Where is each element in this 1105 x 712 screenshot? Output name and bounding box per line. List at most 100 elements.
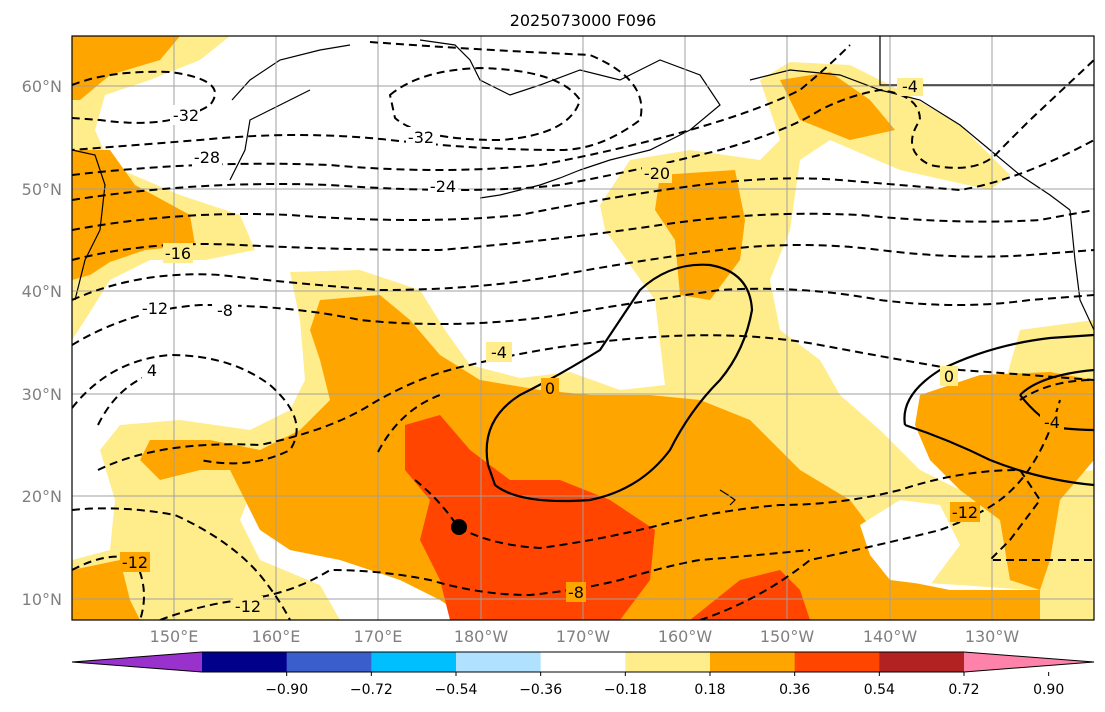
contour-label: -20 — [644, 164, 670, 183]
lon-tick-label: 150°W — [760, 627, 815, 646]
lat-tick-label: 20°N — [22, 487, 62, 506]
coast-asia-north — [231, 44, 351, 101]
contour-line — [377, 394, 441, 453]
shade-red-south — [690, 570, 810, 620]
colorbar-segment — [879, 652, 965, 672]
map-area: -32 -28 -24 -20 -16 -12 -8 -4 0 -32 4 -4… — [72, 36, 1094, 620]
contour-label: 0 — [545, 379, 555, 398]
lon-tick-label: 170°E — [354, 627, 403, 646]
colorbar-tick-label: 0.90 — [1033, 682, 1064, 698]
colorbar-segment — [371, 652, 457, 672]
lon-tick-label: 170°W — [556, 627, 611, 646]
colorbar-segment — [794, 652, 880, 672]
border-canada-box — [879, 36, 1094, 86]
contour-line — [72, 353, 298, 465]
colorbar-extend-low — [72, 652, 202, 672]
contour-zero-central — [485, 263, 754, 503]
shade-red-central — [405, 415, 655, 620]
colorbar-tick-label: 0.54 — [864, 682, 895, 698]
colorbar-segment — [456, 652, 542, 672]
contour-label: -32 — [173, 106, 199, 125]
contour-line — [388, 66, 582, 142]
colorbar-segment — [710, 652, 796, 672]
colorbar-extend-high — [964, 652, 1094, 672]
coast-kamchatka — [72, 149, 106, 301]
contour-zero-east-lower — [904, 423, 1094, 487]
map-frame — [71, 35, 1095, 621]
shade-orange-southwest — [72, 560, 140, 620]
shaded-field — [72, 36, 1094, 620]
colorbar-tick-label: −0.36 — [519, 682, 562, 698]
coast-bering-west — [229, 89, 311, 181]
contour-label: -24 — [430, 177, 456, 196]
gridlines — [72, 36, 1094, 620]
colorbar-outline — [71, 651, 1095, 673]
colorbar-segment — [202, 652, 288, 672]
lat-tick-labels: 60°N 50°N 40°N 30°N 20°N 10°N — [22, 77, 62, 609]
contour-label: -4 — [1044, 413, 1060, 432]
lon-tick-label: 150°E — [150, 627, 199, 646]
shade-yellow-central — [72, 62, 1094, 620]
contour-label: -16 — [165, 244, 191, 263]
colorbar-tick-label: −0.90 — [265, 682, 308, 698]
lon-tick-label: 140°W — [863, 627, 918, 646]
colorbar-segment — [286, 652, 372, 672]
contour-label: -32 — [408, 128, 434, 147]
contour-line — [72, 59, 1094, 201]
contour-line — [72, 209, 1094, 261]
contour-label: -12 — [142, 299, 168, 318]
contour-label: -4 — [902, 77, 918, 96]
contour-label: -8 — [568, 583, 584, 602]
contour-line — [72, 139, 1094, 231]
map-title: 2025073000 F096 — [510, 11, 657, 30]
lat-tick-label: 30°N — [22, 385, 62, 404]
colorbar-segment — [625, 652, 711, 672]
contour-line — [72, 287, 1094, 346]
lat-tick-label: 50°N — [22, 180, 62, 199]
colorbar-tick-label: 0.36 — [779, 682, 810, 698]
contour-line — [72, 41, 643, 152]
lon-tick-label: 180°W — [454, 627, 509, 646]
lat-tick-label: 40°N — [22, 282, 62, 301]
lon-tick-label: 130°W — [965, 627, 1020, 646]
lon-tick-label: 160°W — [658, 627, 713, 646]
shade-white-east-hole — [860, 500, 960, 585]
contour-labels: -32 -28 -24 -20 -16 -12 -8 -4 0 -32 4 -4… — [120, 77, 1064, 616]
storm-center-marker — [451, 519, 467, 535]
coast-hawaii — [719, 489, 736, 506]
shade-orange-alaska — [780, 72, 895, 140]
contour-label: -28 — [194, 148, 220, 167]
shade-orange-nw-top — [72, 36, 180, 100]
lon-tick-label: 160°E — [252, 627, 301, 646]
contour-label: -12 — [952, 503, 978, 522]
contour-line — [414, 468, 1094, 561]
contour-label: -12 — [122, 553, 148, 572]
contour-line — [72, 507, 291, 620]
dashed-contours — [72, 41, 1094, 620]
contour-label: -12 — [235, 597, 261, 616]
coastlines — [72, 36, 1094, 506]
colorbar: −0.90 −0.72 −0.54 −0.36 −0.18 0.18 0.36 0.54 0.7… — [71, 651, 1095, 698]
contour-label: 0 — [944, 367, 954, 386]
colorbar-tick-label: −0.72 — [350, 682, 393, 698]
contour-label: -4 — [491, 343, 507, 362]
contour-line — [72, 70, 216, 124]
contour-line — [1019, 379, 1094, 401]
lat-tick-label: 10°N — [22, 590, 62, 609]
lon-tick-labels: 150°E 160°E 170°E 180°W 170°W 160°W 150°… — [150, 627, 1020, 646]
coast-alaska-west — [419, 39, 721, 171]
contour-label: 4 — [147, 361, 157, 380]
colorbar-tick-label: −0.54 — [435, 682, 478, 698]
colorbar-tick-label: −0.18 — [604, 682, 647, 698]
contour-line — [699, 399, 1061, 620]
contour-label: -8 — [217, 301, 233, 320]
colorbar-segment — [540, 652, 626, 672]
contour-line — [72, 44, 851, 176]
shade-orange-central — [140, 295, 1040, 620]
coast-alaska-south — [749, 69, 1071, 211]
colorbar-tick-label: 0.72 — [948, 682, 979, 698]
colorbar-tick-label: 0.18 — [694, 682, 725, 698]
coast-na-west — [1069, 209, 1094, 331]
lat-tick-label: 60°N — [22, 77, 62, 96]
